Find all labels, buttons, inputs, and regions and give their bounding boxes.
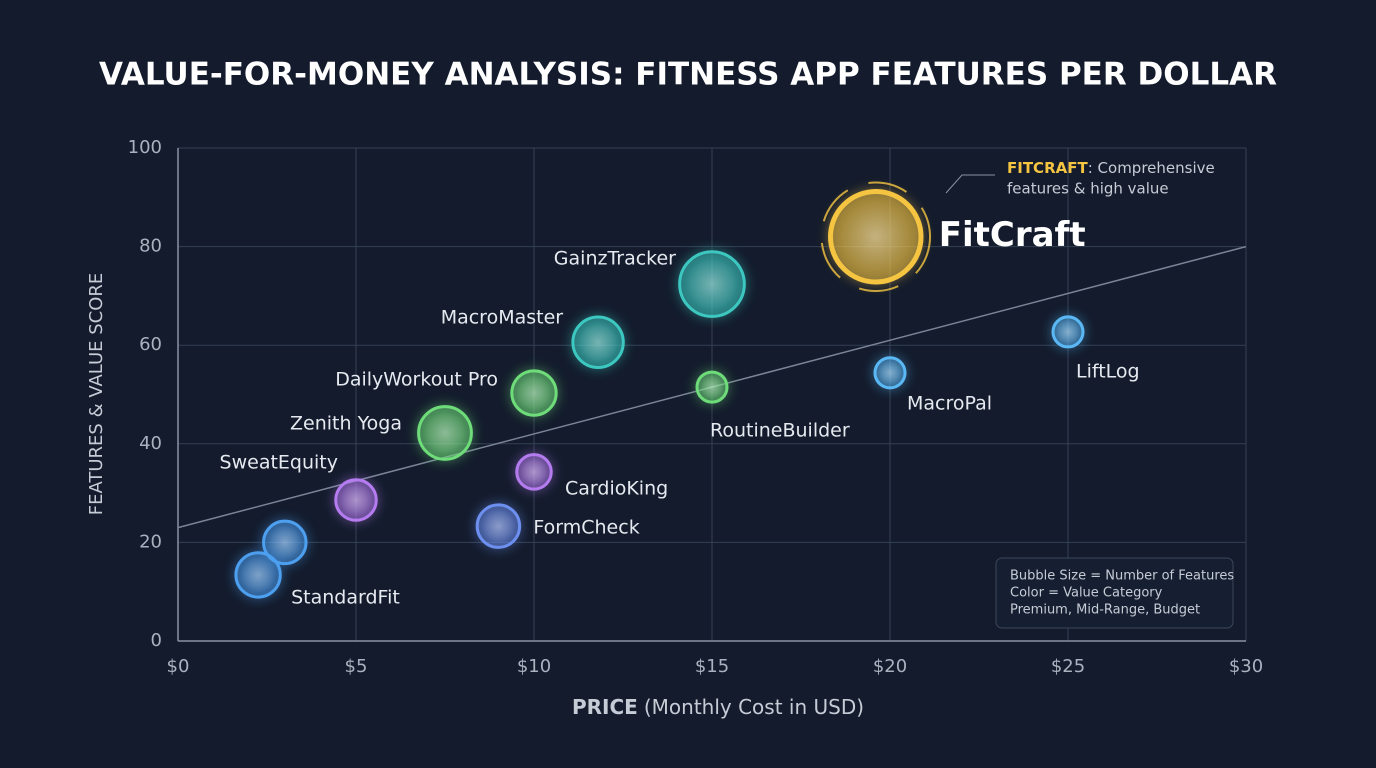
bubble — [261, 519, 309, 566]
bubbles — [233, 181, 1086, 600]
labels: StandardFit SweatEquity Zenith Yoga FormChe… — [220, 215, 1140, 608]
bubble-label: RoutineBuilder — [710, 420, 850, 442]
bubble — [694, 370, 730, 405]
bubble-highlight — [686, 258, 738, 310]
x-axis-label: PRICE (Monthly Cost in USD) — [572, 695, 864, 719]
y-tick-label: 0 — [151, 630, 162, 651]
bubble-highlight — [481, 509, 516, 544]
y-axis-label: FEATURES & VALUE SCORE — [86, 273, 107, 516]
grid: 0 20 40 60 80 100 $0 $5 $10 $15 $20 $25 $30 — [128, 137, 1264, 677]
x-tick-label: $10 — [517, 656, 551, 677]
bubble-highlight — [699, 375, 725, 400]
bubble-label: Zenith Yoga — [290, 412, 402, 434]
bubble-label: LiftLog — [1076, 360, 1140, 382]
bubble-highlight — [267, 525, 302, 560]
bubble-label: MacroMaster — [441, 307, 564, 329]
bubble — [233, 550, 283, 600]
legend-text: Bubble Size = Number of Features — [1010, 569, 1234, 584]
bubble — [333, 477, 379, 523]
bubble-label: FitCraft — [939, 215, 1086, 255]
bubble-highlight — [339, 483, 373, 517]
bubble — [570, 315, 626, 370]
x-tick-label: $15 — [695, 656, 729, 677]
bubble-label: GainzTracker — [554, 248, 676, 270]
bubble — [514, 452, 554, 492]
x-tick-label: $25 — [1051, 656, 1085, 677]
bubble — [1050, 314, 1086, 349]
annotation-text: : Comprehensive — [1088, 159, 1215, 177]
chart-title: VALUE-FOR-MONEY ANALYSIS: FITNESS APP FE… — [99, 57, 1277, 93]
bubble — [475, 502, 522, 550]
bubble — [820, 181, 932, 292]
y-tick-label: 60 — [139, 334, 162, 355]
bubble-label: StandardFit — [291, 586, 400, 608]
x-tick-label: $5 — [345, 656, 368, 677]
bubble-highlight — [839, 200, 912, 273]
legend-box — [995, 557, 1234, 629]
bubble-label: SweatEquity — [220, 452, 338, 474]
bubble-label: FormCheck — [533, 517, 639, 539]
annotation-text: features & high value — [1007, 180, 1169, 198]
legend-text: Premium, Mid-Range, Budget — [1010, 603, 1200, 618]
bubble — [677, 249, 747, 319]
annotation-leader — [945, 174, 995, 194]
x-tick-label: $30 — [1229, 656, 1263, 677]
y-tick-label: 40 — [139, 433, 162, 454]
bubble-highlight — [577, 322, 619, 363]
bubble — [416, 404, 474, 462]
bubble — [872, 355, 908, 390]
x-axis-label-bold: PRICE — [572, 695, 638, 719]
y-tick-label: 80 — [139, 236, 162, 257]
bubble-highlight — [520, 458, 548, 486]
bubble-highlight — [240, 557, 276, 593]
legend-text: Color = Value Category — [1010, 586, 1163, 601]
bubble-label: MacroPal — [907, 392, 992, 414]
bubble-highlight — [516, 375, 552, 411]
bubble — [509, 368, 559, 418]
y-tick-label: 100 — [128, 137, 162, 158]
bubble-highlight — [877, 360, 903, 385]
bubble-highlight — [423, 411, 467, 455]
bubble-label: CardioKing — [565, 477, 668, 499]
x-axis-label-rest: (Monthly Cost in USD) — [644, 695, 864, 719]
bubble-highlight — [1055, 319, 1081, 344]
x-tick-label: $20 — [873, 656, 907, 677]
annotation-line: FITCRAFT: Comprehensive — [1007, 159, 1215, 177]
x-tick-label: $0 — [167, 656, 190, 677]
bubble-ring — [820, 181, 932, 292]
bubble-label: DailyWorkout Pro — [335, 369, 498, 391]
y-tick-label: 20 — [139, 531, 162, 552]
annotation-highlight: FITCRAFT — [1007, 159, 1088, 177]
